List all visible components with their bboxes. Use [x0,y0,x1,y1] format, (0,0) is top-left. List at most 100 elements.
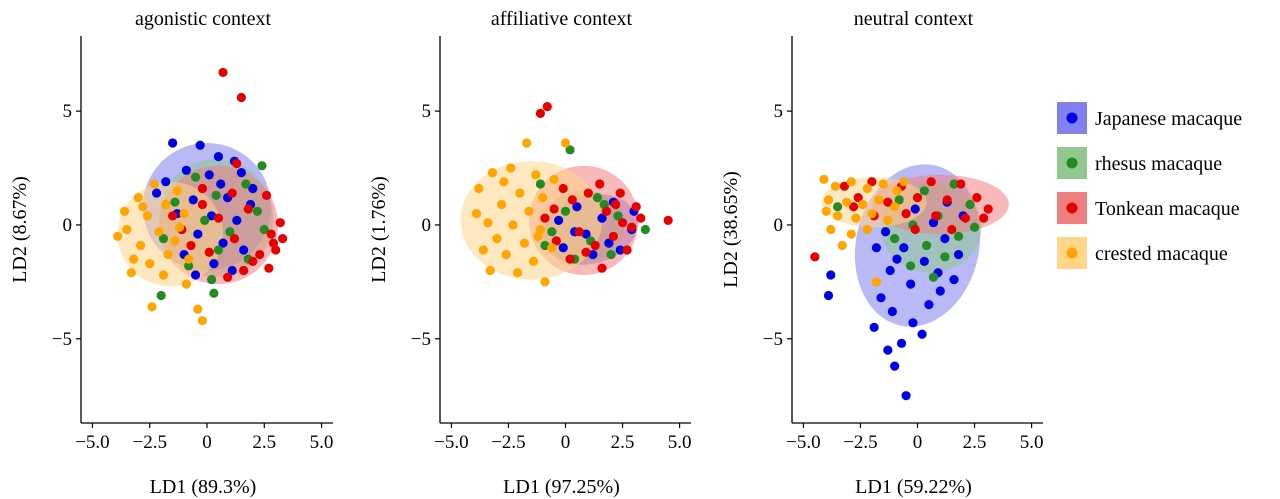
data-point [871,277,882,287]
data-point [885,265,895,276]
y-axis-label: LD2 (1.76%) [368,176,390,283]
data-point [211,190,221,200]
data-point [204,247,214,257]
data-point [919,186,929,196]
data-point [979,213,989,223]
data-point [119,206,130,216]
y-tick-label: 0 [63,215,73,236]
chart-title: affiliative context [491,8,633,30]
data-point [181,279,191,289]
legend-marker [1066,202,1078,214]
y-axis-label: LD2 (8.67%) [9,176,31,283]
data-point [549,174,559,185]
data-point [574,227,584,237]
chart-title: neutral context [854,8,974,30]
legend-item: crested macaque [1057,237,1228,269]
data-point [236,92,246,103]
x-axis-label: LD1 (89.3%) [150,476,257,498]
points [810,174,993,401]
data-point [492,234,502,244]
data-point [218,67,228,78]
data-point [485,265,495,276]
data-point [158,234,169,244]
data-point [869,322,879,332]
y-axis-label: LD2 (38.65%) [720,171,742,288]
data-point [887,306,898,317]
legend-item: rhesus macaque [1057,147,1222,179]
data-point [883,215,893,225]
data-point [560,138,571,148]
data-point [613,211,623,221]
data-point [810,252,820,262]
y-tick-label: 0 [774,215,784,236]
data-point [204,170,214,180]
panel-3: −5.0 −2.5 0 2.5 5.0 5 0 −5 neutral context LD1 (5… [720,8,1043,498]
data-point [193,304,203,314]
data-point [158,270,169,280]
data-point [853,193,863,203]
data-point [156,290,166,301]
data-point [170,236,180,246]
data-point [478,245,488,255]
data-point [622,245,632,255]
data-point [833,211,843,221]
data-point [188,195,198,205]
data-point [631,202,641,212]
data-point [197,315,208,326]
data-point [161,177,171,187]
data-point [129,254,139,264]
data-point [197,199,208,210]
x-tick-label: −2.5 [843,432,877,453]
data-point [236,167,246,178]
data-point [549,204,559,214]
data-point [942,195,952,205]
data-point [190,270,201,280]
data-point [949,179,959,189]
data-point [572,202,582,212]
data-point [615,245,625,255]
data-point [195,140,205,150]
y-tick-label: −5 [52,329,72,350]
data-point [592,193,603,203]
data-point [533,231,543,241]
data-point [145,259,155,269]
data-point [615,188,625,198]
x-tick-label: 5.0 [310,432,334,453]
data-point [583,188,593,198]
x-tick-label: 5.0 [668,432,692,453]
x-tick-label: 0 [913,432,923,453]
data-point [901,391,911,401]
data-point [147,302,157,312]
data-point [928,272,939,282]
legend-marker [1066,157,1078,169]
data-point [531,170,541,180]
data-point [197,183,208,194]
data-point [565,145,575,155]
data-point [956,179,966,189]
data-point [846,177,856,187]
data-point [910,204,920,214]
data-point [851,213,861,223]
data-point [917,329,927,339]
data-point [512,268,523,278]
data-point [213,213,224,223]
data-point [487,167,498,178]
x-axis-label: LD1 (59.22%) [855,476,972,498]
data-point [113,231,123,241]
data-point [983,204,993,214]
data-point [168,211,178,221]
chart-title: agonistic context [135,8,272,30]
data-point [142,211,153,221]
legend-item: Japanese macaque [1057,102,1242,134]
data-point [876,293,886,303]
data-point [892,186,902,196]
data-point [567,195,577,205]
data-point [206,274,217,285]
data-point [229,234,240,244]
data-point [901,208,911,219]
data-point [912,193,923,203]
data-point [186,240,196,251]
data-point [862,183,872,194]
data-point [890,234,900,244]
x-tick-label: −2.5 [491,432,525,453]
